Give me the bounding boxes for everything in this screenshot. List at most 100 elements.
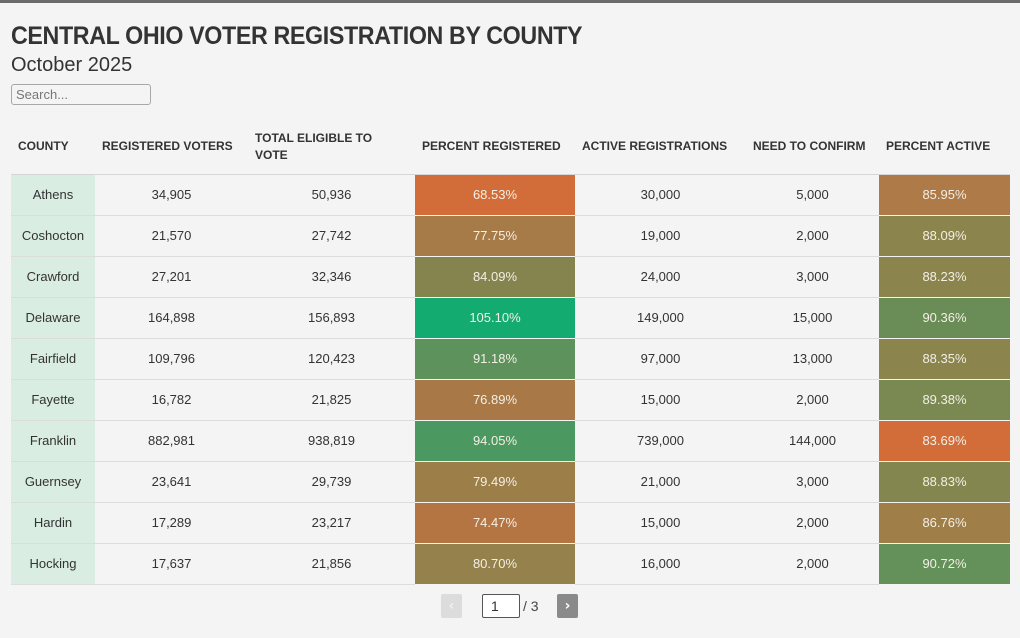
need-to-confirm-cell: 5,000 — [746, 174, 879, 216]
county-cell: Hardin — [11, 502, 95, 544]
page-title: CENTRAL OHIO VOTER REGISTRATION BY COUNT… — [11, 22, 583, 50]
percent-registered-cell: 77.75% — [415, 215, 575, 257]
total-eligible-cell: 23,217 — [248, 502, 415, 544]
percent-active-cell: 90.72% — [879, 543, 1010, 585]
registered-voters-cell: 164,898 — [95, 297, 248, 339]
column-header-percent-registered[interactable]: PERCENT REGISTERED — [415, 120, 575, 175]
table-row: Hocking 17,637 21,856 80.70% 16,000 2,000 90.7… — [11, 543, 1010, 585]
column-header-county[interactable]: COUNTY — [11, 120, 95, 175]
next-page-button[interactable]: › — [557, 594, 578, 618]
active-registrations-cell: 97,000 — [575, 338, 746, 380]
registered-voters-cell: 34,905 — [95, 174, 248, 216]
registered-voters-cell: 23,641 — [95, 461, 248, 503]
active-registrations-cell: 15,000 — [575, 502, 746, 544]
column-header-need-to-confirm[interactable]: NEED TO CONFIRM — [746, 120, 879, 175]
county-cell: Athens — [11, 174, 95, 216]
percent-active-cell: 88.23% — [879, 256, 1010, 298]
registered-voters-cell: 17,289 — [95, 502, 248, 544]
county-cell: Coshocton — [11, 215, 95, 257]
need-to-confirm-cell: 144,000 — [746, 420, 879, 462]
percent-active-cell: 90.36% — [879, 297, 1010, 339]
total-eligible-cell: 156,893 — [248, 297, 415, 339]
page-total: / 3 — [523, 598, 539, 614]
table-row: Athens 34,905 50,936 68.53% 30,000 5,000 85.95… — [11, 174, 1010, 216]
total-eligible-cell: 21,825 — [248, 379, 415, 421]
table-row: Hardin 17,289 23,217 74.47% 15,000 2,000 86.76… — [11, 502, 1010, 544]
percent-active-cell: 88.09% — [879, 215, 1010, 257]
active-registrations-cell: 16,000 — [575, 543, 746, 585]
table-row: Guernsey 23,641 29,739 79.49% 21,000 3,000 88.… — [11, 461, 1010, 503]
total-eligible-cell: 27,742 — [248, 215, 415, 257]
registered-voters-cell: 882,981 — [95, 420, 248, 462]
table-row: Delaware 164,898 156,893 105.10% 149,000 15,0… — [11, 297, 1010, 339]
table-row: Franklin 882,981 938,819 94.05% 739,000 144,0… — [11, 420, 1010, 462]
active-registrations-cell: 149,000 — [575, 297, 746, 339]
total-eligible-cell: 938,819 — [248, 420, 415, 462]
active-registrations-cell: 19,000 — [575, 215, 746, 257]
percent-registered-cell: 79.49% — [415, 461, 575, 503]
table-row: Coshocton 21,570 27,742 77.75% 19,000 2,000 88… — [11, 215, 1010, 257]
total-eligible-cell: 50,936 — [248, 174, 415, 216]
percent-active-cell: 86.76% — [879, 502, 1010, 544]
need-to-confirm-cell: 3,000 — [746, 461, 879, 503]
percent-registered-cell: 76.89% — [415, 379, 575, 421]
column-header-registered-voters[interactable]: REGISTERED VOTERS — [95, 120, 248, 175]
registered-voters-cell: 109,796 — [95, 338, 248, 380]
active-registrations-cell: 739,000 — [575, 420, 746, 462]
pagination: ‹ / 3 › — [0, 594, 1020, 618]
total-eligible-cell: 21,856 — [248, 543, 415, 585]
registered-voters-cell: 21,570 — [95, 215, 248, 257]
page-subtitle: October 2025 — [11, 54, 133, 76]
percent-registered-cell: 94.05% — [415, 420, 575, 462]
need-to-confirm-cell: 13,000 — [746, 338, 879, 380]
prev-page-button[interactable]: ‹ — [441, 594, 462, 618]
need-to-confirm-cell: 2,000 — [746, 502, 879, 544]
column-header-percent-active[interactable]: PERCENT ACTIVE — [879, 120, 1010, 175]
need-to-confirm-cell: 2,000 — [746, 215, 879, 257]
total-eligible-cell: 29,739 — [248, 461, 415, 503]
need-to-confirm-cell: 3,000 — [746, 256, 879, 298]
percent-registered-cell: 80.70% — [415, 543, 575, 585]
percent-registered-cell: 105.10% — [415, 297, 575, 339]
table-row: Crawford 27,201 32,346 84.09% 24,000 3,000 88.… — [11, 256, 1010, 298]
column-header-total-eligible[interactable]: TOTAL ELIGIBLE TO VOTE — [248, 120, 415, 175]
county-cell: Fayette — [11, 379, 95, 421]
column-header-active-registrations[interactable]: ACTIVE REGISTRATIONS — [575, 120, 746, 175]
table-header-row: COUNTY REGISTERED VOTERS TOTAL ELIGIBLE … — [11, 120, 1010, 175]
percent-active-cell: 88.83% — [879, 461, 1010, 503]
search-input[interactable] — [11, 84, 151, 105]
percent-registered-cell: 68.53% — [415, 174, 575, 216]
county-cell: Delaware — [11, 297, 95, 339]
need-to-confirm-cell: 2,000 — [746, 379, 879, 421]
registered-voters-cell: 17,637 — [95, 543, 248, 585]
total-eligible-cell: 120,423 — [248, 338, 415, 380]
county-cell: Fairfield — [11, 338, 95, 380]
total-eligible-cell: 32,346 — [248, 256, 415, 298]
table-row: Fayette 16,782 21,825 76.89% 15,000 2,000 89.3… — [11, 379, 1010, 421]
page-number-input[interactable] — [482, 594, 520, 618]
county-cell: Crawford — [11, 256, 95, 298]
county-cell: Hocking — [11, 543, 95, 585]
percent-registered-cell: 91.18% — [415, 338, 575, 380]
active-registrations-cell: 30,000 — [575, 174, 746, 216]
need-to-confirm-cell: 2,000 — [746, 543, 879, 585]
percent-registered-cell: 84.09% — [415, 256, 575, 298]
table-row: Fairfield 109,796 120,423 91.18% 97,000 13,00… — [11, 338, 1010, 380]
chevron-right-icon: › — [564, 598, 571, 614]
percent-active-cell: 88.35% — [879, 338, 1010, 380]
active-registrations-cell: 15,000 — [575, 379, 746, 421]
county-table: COUNTY REGISTERED VOTERS TOTAL ELIGIBLE … — [11, 120, 1010, 585]
active-registrations-cell: 21,000 — [575, 461, 746, 503]
chevron-left-icon: ‹ — [448, 598, 455, 614]
county-cell: Franklin — [11, 420, 95, 462]
registered-voters-cell: 16,782 — [95, 379, 248, 421]
active-registrations-cell: 24,000 — [575, 256, 746, 298]
registered-voters-cell: 27,201 — [95, 256, 248, 298]
percent-registered-cell: 74.47% — [415, 502, 575, 544]
percent-active-cell: 85.95% — [879, 174, 1010, 216]
percent-active-cell: 83.69% — [879, 420, 1010, 462]
top-border — [0, 0, 1020, 3]
percent-active-cell: 89.38% — [879, 379, 1010, 421]
county-cell: Guernsey — [11, 461, 95, 503]
need-to-confirm-cell: 15,000 — [746, 297, 879, 339]
